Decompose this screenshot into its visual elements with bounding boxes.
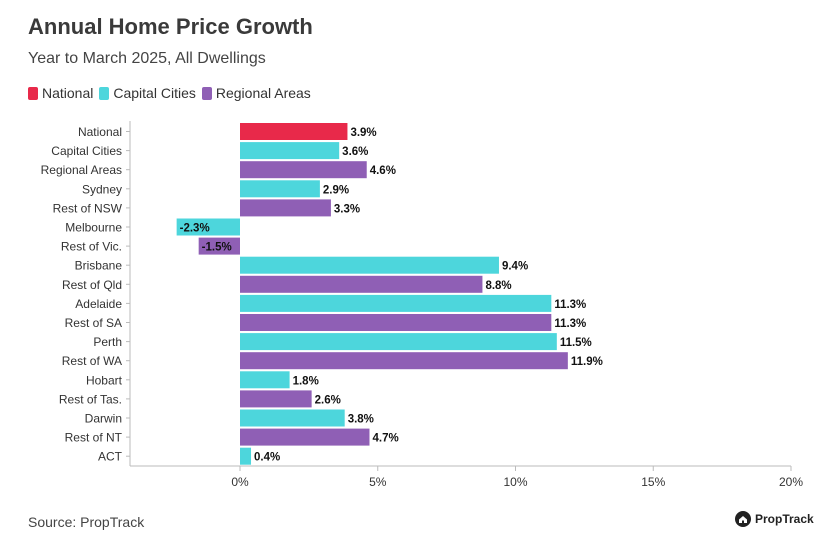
legend-item-national: National: [28, 85, 93, 101]
legend-item-regional-areas: Regional Areas: [201, 85, 311, 101]
x-tick-label: 15%: [641, 475, 665, 489]
bars-layer: 3.9% 3.6%4.6% 2.9% 3.3% -2.3% -1.5% 9.4% 8.8% 11…: [176, 123, 603, 465]
data-label: 11.9%: [571, 356, 603, 368]
bar-sydney: [240, 180, 320, 198]
data-label: -2.3%: [180, 223, 210, 235]
x-tick-label: 0%: [231, 475, 249, 489]
bar-act: [240, 447, 252, 465]
bar-rest-of-vic: [198, 237, 240, 255]
y-tick-label: Rest of NSW: [53, 201, 123, 215]
y-tick-label: Capital Cities: [51, 144, 122, 158]
legend-label-regional-areas: Regional Areas: [215, 85, 311, 101]
bar-hobart: [240, 371, 290, 389]
bar-rest-of-nt: [240, 428, 370, 446]
legend-swatch-regional-areas: [201, 86, 212, 100]
data-label: -1.5%: [202, 242, 232, 254]
y-tick-label: Rest of Vic.: [61, 240, 122, 254]
x-tick-label: 5%: [369, 475, 387, 489]
bar-rest-of-sa: [240, 314, 552, 331]
bar-rest-of-nsw: [240, 199, 331, 217]
y-tick-label: ACT: [98, 450, 123, 464]
legend: National Capital Cities Regional Areas: [28, 85, 317, 101]
bar-darwin: [240, 409, 345, 427]
data-label: 1.8%: [293, 375, 319, 387]
data-label: 0.4%: [254, 452, 280, 464]
bar-adelaide: [240, 294, 552, 312]
y-tick-label: Melbourne: [65, 221, 122, 235]
y-tick-label: Sydney: [82, 182, 122, 196]
y-tick-label: Rest of WA: [62, 354, 122, 368]
data-label: 3.6%: [342, 146, 368, 158]
legend-swatch-capital-cities: [99, 86, 110, 100]
data-label: 11.3%: [554, 318, 586, 330]
y-tick-label: Hobart: [86, 373, 123, 387]
bar-capital-cities: [240, 142, 340, 160]
legend-swatch-national: [28, 86, 38, 100]
bar-regional-areas: [240, 161, 367, 179]
bar-rest-of-qld: [240, 275, 483, 293]
legend-item-capital-cities: Capital Cities: [99, 85, 196, 101]
legend-label-national: National: [42, 85, 94, 101]
data-label: 9.4%: [502, 261, 528, 273]
y-tick-label: Rest of SA: [65, 316, 122, 330]
house-logo-icon: [735, 511, 751, 527]
bar-rest-of-tas: [240, 390, 312, 408]
bar-rest-of-wa: [240, 352, 568, 370]
axis-layer: National Capital Cities Regional Areas Sydn…: [41, 121, 803, 489]
y-tick-label: Rest of Qld: [62, 278, 122, 292]
data-label: 8.8%: [485, 280, 511, 292]
data-label: 4.7%: [372, 433, 398, 445]
data-label: 2.6%: [315, 394, 341, 406]
brand-logo: PropTrack: [735, 511, 814, 527]
source-note: Source: PropTrack: [28, 514, 145, 530]
x-tick-label: 20%: [779, 475, 803, 489]
y-tick-label: Brisbane: [75, 259, 123, 273]
y-tick-label: Perth: [93, 335, 122, 349]
data-label: 4.6%: [370, 165, 396, 177]
bar-national: [240, 123, 348, 140]
y-tick-label: Rest of Tas.: [59, 392, 122, 406]
bar-brisbane: [240, 256, 499, 274]
data-label: 3.9%: [350, 127, 376, 139]
data-label: 11.5%: [560, 337, 592, 349]
bar-melbourne: [176, 218, 240, 236]
chart-title: Annual Home Price Growth: [28, 14, 313, 39]
chart-subtitle: Year to March 2025, All Dwellings: [28, 50, 266, 67]
y-tick-label: Rest of NT: [65, 431, 123, 445]
bar-perth: [240, 333, 557, 351]
y-tick-label: National: [78, 125, 122, 139]
y-tick-label: Regional Areas: [41, 163, 122, 177]
x-tick-label: 10%: [503, 475, 527, 489]
brand-name: PropTrack: [755, 512, 814, 526]
data-label: 3.8%: [348, 414, 374, 426]
y-tick-label: Adelaide: [75, 297, 122, 311]
y-tick-label: Darwin: [85, 412, 122, 426]
legend-label-capital-cities: Capital Cities: [113, 85, 196, 101]
data-label: 2.9%: [323, 184, 349, 196]
data-label: 11.3%: [554, 299, 586, 311]
data-label: 3.3%: [334, 203, 360, 215]
